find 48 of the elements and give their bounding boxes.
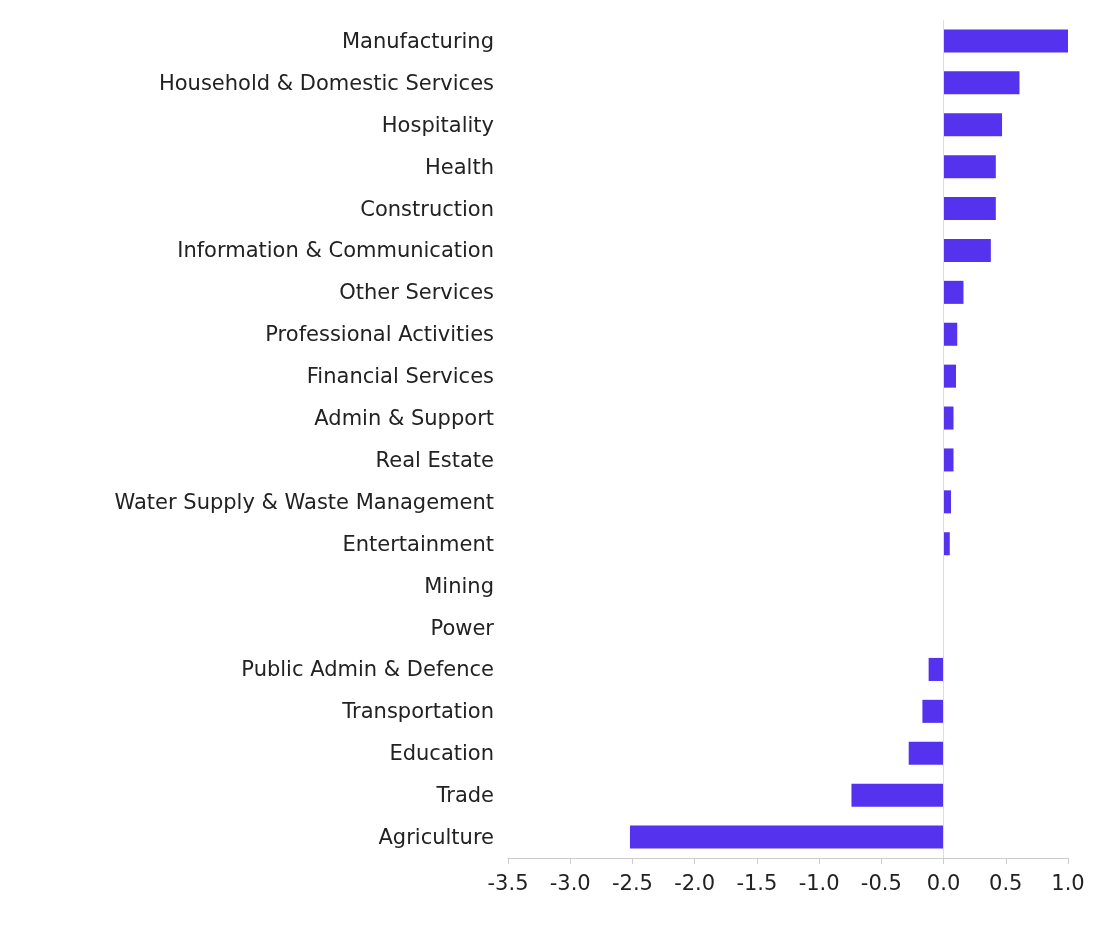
bar bbox=[928, 657, 944, 681]
bar bbox=[943, 113, 1003, 137]
bar bbox=[943, 238, 991, 262]
y-tick-label: Transportation bbox=[341, 699, 494, 724]
bar bbox=[943, 29, 1068, 53]
bar bbox=[943, 280, 964, 304]
bar bbox=[943, 532, 950, 556]
bar bbox=[908, 741, 944, 765]
y-tick-label: Mining bbox=[424, 573, 494, 598]
y-tick-label: Real Estate bbox=[375, 447, 494, 472]
y-tick-label: Entertainment bbox=[342, 531, 494, 556]
bar bbox=[943, 71, 1020, 95]
bar bbox=[943, 448, 954, 472]
y-tick-label: Manufacturing bbox=[341, 28, 494, 53]
y-tick-label: Admin & Support bbox=[314, 406, 494, 431]
x-tick-label: 1.0 bbox=[1051, 870, 1085, 895]
bar bbox=[943, 364, 956, 388]
x-tick-label: 0.0 bbox=[926, 870, 961, 895]
y-tick-label: Public Admin & Defence bbox=[241, 657, 494, 682]
bar bbox=[943, 322, 958, 346]
bar bbox=[629, 825, 944, 849]
y-tick-label: Construction bbox=[360, 196, 494, 221]
bar bbox=[922, 699, 944, 723]
bar bbox=[851, 783, 944, 807]
x-tick-label: -0.5 bbox=[860, 870, 902, 895]
bar bbox=[943, 490, 952, 514]
bar bbox=[943, 155, 996, 179]
y-tick-label: Water Supply & Waste Management bbox=[114, 489, 494, 514]
y-tick-label: Education bbox=[389, 741, 494, 766]
bar bbox=[943, 197, 996, 221]
y-tick-label: Household & Domestic Services bbox=[158, 70, 494, 95]
bar bbox=[943, 406, 954, 430]
y-tick-label: Power bbox=[430, 615, 495, 640]
x-tick-label: -1.0 bbox=[798, 870, 840, 895]
y-tick-label: Financial Services bbox=[306, 364, 494, 389]
y-tick-label: Agriculture bbox=[378, 825, 494, 850]
x-tick-label: -3.5 bbox=[487, 870, 529, 895]
y-tick-label: Professional Activities bbox=[265, 322, 494, 347]
x-tick-label: -1.5 bbox=[736, 870, 778, 895]
y-tick-label: Hospitality bbox=[381, 112, 494, 137]
x-tick-label: -2.0 bbox=[674, 870, 716, 895]
y-tick-label: Health bbox=[425, 154, 494, 179]
y-tick-label: Trade bbox=[435, 783, 494, 808]
x-tick-label: -2.5 bbox=[611, 870, 653, 895]
y-tick-label: Other Services bbox=[339, 280, 494, 305]
x-tick-label: -3.0 bbox=[549, 870, 591, 895]
x-tick-label: 0.5 bbox=[989, 870, 1023, 895]
y-tick-label: Information & Communication bbox=[177, 238, 494, 263]
